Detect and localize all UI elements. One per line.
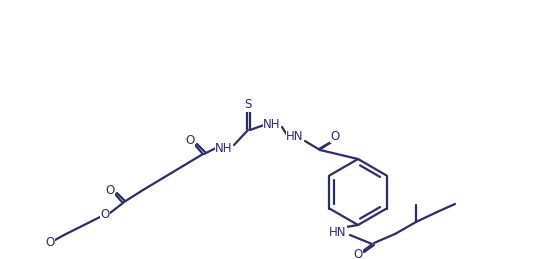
Text: O: O bbox=[100, 208, 110, 221]
Text: O: O bbox=[330, 130, 340, 142]
Text: O: O bbox=[353, 248, 362, 259]
Text: HN: HN bbox=[286, 131, 304, 143]
Text: NH: NH bbox=[263, 119, 281, 132]
Text: O: O bbox=[105, 183, 114, 197]
Text: O: O bbox=[45, 235, 54, 248]
Text: HN: HN bbox=[329, 226, 347, 239]
Text: S: S bbox=[244, 98, 252, 112]
Text: NH: NH bbox=[215, 141, 233, 155]
Text: O: O bbox=[185, 134, 195, 147]
